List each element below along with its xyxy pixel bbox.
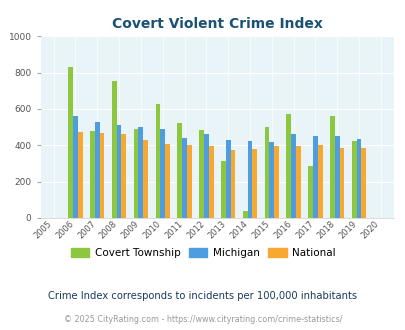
Bar — [295, 146, 300, 218]
Bar — [307, 166, 312, 218]
Bar — [121, 134, 126, 218]
Bar — [247, 141, 252, 218]
Bar — [182, 138, 186, 218]
Bar — [360, 148, 365, 218]
Bar — [203, 134, 208, 218]
Bar — [177, 123, 182, 218]
Bar — [242, 212, 247, 218]
Bar — [198, 130, 203, 218]
Text: Crime Index corresponds to incidents per 100,000 inhabitants: Crime Index corresponds to incidents per… — [48, 291, 357, 301]
Bar — [68, 67, 73, 218]
Bar — [186, 145, 191, 218]
Text: © 2025 CityRating.com - https://www.cityrating.com/crime-statistics/: © 2025 CityRating.com - https://www.city… — [64, 315, 341, 324]
Bar — [230, 150, 235, 218]
Bar — [90, 131, 95, 218]
Legend: Covert Township, Michigan, National: Covert Township, Michigan, National — [66, 244, 339, 262]
Bar — [160, 129, 165, 218]
Bar — [220, 161, 225, 218]
Bar — [290, 134, 295, 218]
Title: Covert Violent Crime Index: Covert Violent Crime Index — [111, 17, 322, 31]
Bar — [143, 140, 148, 218]
Bar — [264, 127, 269, 218]
Bar — [73, 116, 78, 218]
Bar — [95, 122, 100, 218]
Bar — [351, 141, 356, 218]
Bar — [100, 133, 104, 218]
Bar — [138, 127, 143, 218]
Bar — [133, 129, 138, 218]
Bar — [334, 136, 339, 218]
Bar — [286, 115, 290, 218]
Bar — [269, 143, 273, 218]
Bar — [252, 149, 256, 218]
Bar — [312, 136, 317, 218]
Bar — [329, 116, 334, 218]
Bar — [273, 146, 278, 218]
Bar — [78, 132, 83, 218]
Bar — [155, 104, 160, 218]
Bar — [208, 146, 213, 218]
Bar — [339, 148, 343, 218]
Bar — [317, 145, 322, 218]
Bar — [356, 139, 360, 218]
Bar — [112, 81, 116, 218]
Bar — [225, 140, 230, 218]
Bar — [116, 125, 121, 218]
Bar — [165, 144, 169, 218]
